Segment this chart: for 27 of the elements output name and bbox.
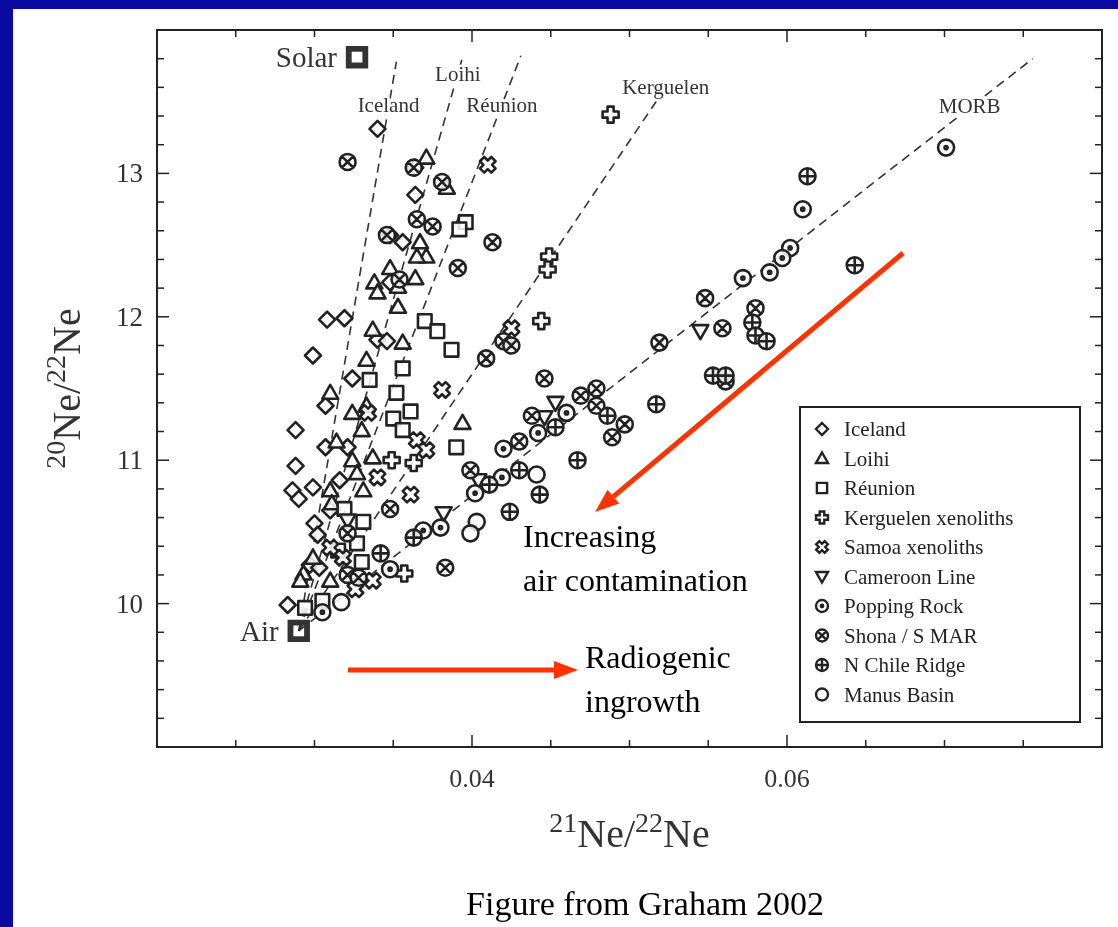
- legend-label: Popping Rock: [844, 594, 965, 618]
- legend-label: Manus Basin: [844, 682, 955, 707]
- legend-label: Kerguelen xenoliths: [844, 505, 1014, 530]
- y-tick-label: 11: [117, 445, 143, 476]
- y-tick-label: 12: [116, 301, 143, 332]
- annotation: Solar: [275, 41, 338, 74]
- x-tick-label: 0.04: [449, 764, 495, 793]
- legend-label: N Chile Ridge: [844, 653, 966, 677]
- legend-label: Réunion: [844, 476, 916, 500]
- y-tick-label: 13: [116, 158, 143, 189]
- annotation: Kerguelen: [622, 75, 710, 100]
- annotation: Réunion: [466, 92, 538, 117]
- annotation: Air: [240, 614, 280, 647]
- legend-label: Loihi: [844, 446, 890, 471]
- legend-label: Cameroon Line: [844, 564, 976, 589]
- y-tick-label: 10: [116, 588, 143, 619]
- legend-label: Samoa xenoliths: [844, 535, 984, 559]
- legend-label: Shona / S MAR: [844, 623, 978, 648]
- legend-label: Iceland: [844, 417, 907, 441]
- annotation: Increasing air contamination: [523, 518, 748, 598]
- annotation: Loihi: [435, 62, 481, 87]
- annotation: Radiogenic ingrowth: [585, 639, 731, 719]
- annotation: Iceland: [357, 92, 420, 117]
- annotation: MORB: [938, 94, 1001, 118]
- text: Figure from Graham 2002: [466, 885, 824, 922]
- x-tick-label: 0.06: [764, 764, 810, 793]
- x-axis-title: $^{21}$Ne/$^{22}$Ne: [549, 806, 710, 856]
